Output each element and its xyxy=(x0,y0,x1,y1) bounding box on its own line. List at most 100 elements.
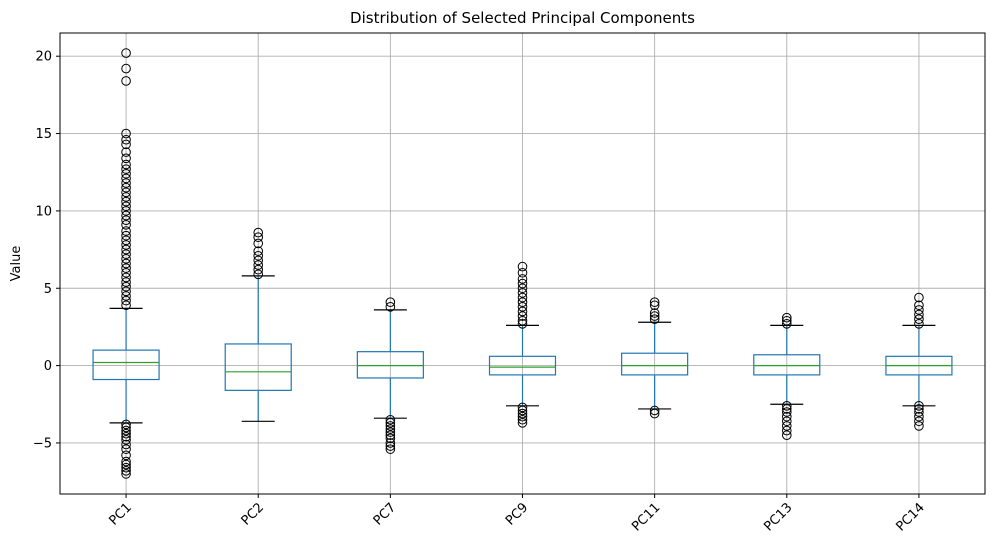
outlier-point xyxy=(517,405,528,416)
outlier-point xyxy=(121,139,131,150)
outlier-point xyxy=(517,418,528,428)
outlier-point xyxy=(517,274,528,284)
outlier-point xyxy=(121,254,131,264)
outlier-point xyxy=(121,230,131,241)
outlier-point xyxy=(121,281,131,292)
y-tick-label: 15 xyxy=(35,127,52,142)
outlier-point xyxy=(121,286,131,297)
iqr-box xyxy=(621,352,689,376)
outlier-point xyxy=(914,292,924,303)
x-tick-label: PC11 xyxy=(629,500,663,534)
outlier-point xyxy=(781,430,792,441)
outlier-point xyxy=(121,76,131,86)
outlier-point xyxy=(121,295,131,306)
outlier-point xyxy=(121,201,131,212)
outlier-point xyxy=(121,134,131,145)
boxes xyxy=(92,48,953,479)
outlier-point xyxy=(121,128,131,139)
outlier-point xyxy=(517,278,528,289)
outlier-point xyxy=(121,244,131,255)
outlier-point xyxy=(781,411,792,422)
y-tick-label: −5 xyxy=(33,436,52,451)
outlier-point xyxy=(121,469,131,479)
outlier-point xyxy=(781,312,792,323)
outlier-point xyxy=(781,319,792,329)
outlier-point xyxy=(121,249,131,260)
outlier-point xyxy=(121,431,131,442)
outlier-point xyxy=(121,215,131,225)
outlier-point xyxy=(517,408,528,419)
axis-ticks: −5 0 5 10 15 20 PC1 PC2 PC7 PC9 PC11 PC13 PC14 xyxy=(33,50,928,535)
outlier-point xyxy=(781,416,792,427)
outlier-point xyxy=(914,314,924,324)
outlier-point xyxy=(121,159,131,170)
outlier-point xyxy=(385,438,396,448)
outlier-point xyxy=(121,63,131,74)
iqr-box xyxy=(92,349,160,381)
outlier-point xyxy=(121,300,131,311)
outlier-point xyxy=(121,450,131,461)
outlier-point xyxy=(781,404,792,414)
outlier-point xyxy=(121,419,131,430)
outlier-point xyxy=(517,283,528,294)
outlier-point xyxy=(517,297,528,307)
outlier-point xyxy=(253,260,264,270)
outlier-point xyxy=(121,210,131,221)
outlier-point xyxy=(914,401,924,411)
outlier-point xyxy=(914,416,924,427)
outlier-point xyxy=(121,425,131,436)
iqr-box xyxy=(753,354,821,376)
outlier-point xyxy=(385,414,396,425)
outlier-point xyxy=(517,261,528,272)
box-pc9 xyxy=(488,261,557,428)
outlier-point xyxy=(253,269,264,280)
outlier-point xyxy=(914,407,924,417)
outlier-point xyxy=(121,422,131,433)
box-pc2 xyxy=(224,227,292,422)
outlier-point xyxy=(385,441,396,451)
box-pc14 xyxy=(885,292,953,431)
outlier-point xyxy=(385,421,396,431)
outlier-point xyxy=(649,308,660,318)
outlier-point xyxy=(517,414,528,425)
outlier-point xyxy=(385,444,396,454)
outlier-point xyxy=(914,319,924,329)
iqr-box xyxy=(224,343,292,391)
outlier-point xyxy=(385,424,396,434)
outlier-point xyxy=(121,168,131,179)
outlier-point xyxy=(781,401,792,411)
outlier-point xyxy=(253,227,264,238)
outlier-point xyxy=(517,292,528,303)
outlier-point xyxy=(253,246,264,256)
outlier-point xyxy=(253,255,264,266)
outlier-point xyxy=(253,232,264,243)
outlier-point xyxy=(385,297,396,307)
x-tick-label: PC14 xyxy=(893,500,927,534)
outlier-point xyxy=(121,267,131,278)
outlier-point xyxy=(517,319,528,329)
outlier-point xyxy=(121,263,131,273)
outlier-point xyxy=(121,462,131,473)
box-pc1 xyxy=(92,48,160,479)
outlier-point xyxy=(385,302,396,312)
outlier-point xyxy=(517,302,528,312)
x-tick-label: PC9 xyxy=(503,500,531,528)
outlier-point xyxy=(121,258,131,269)
y-tick-label: 20 xyxy=(35,50,52,65)
x-tick-label: PC7 xyxy=(371,500,399,528)
outlier-point xyxy=(121,465,131,476)
y-tick-label: 0 xyxy=(44,359,52,374)
iqr-box xyxy=(488,355,557,376)
outlier-point xyxy=(121,277,131,287)
outlier-point xyxy=(517,288,528,298)
outlier-point xyxy=(253,238,264,249)
outlier-point xyxy=(121,428,131,439)
outlier-point xyxy=(121,147,131,157)
outlier-point xyxy=(385,433,396,444)
y-tick-label: 10 xyxy=(35,204,52,219)
outlier-point xyxy=(121,48,131,58)
outlier-point xyxy=(914,421,924,431)
outlier-point xyxy=(121,220,131,230)
outlier-point xyxy=(121,439,131,450)
